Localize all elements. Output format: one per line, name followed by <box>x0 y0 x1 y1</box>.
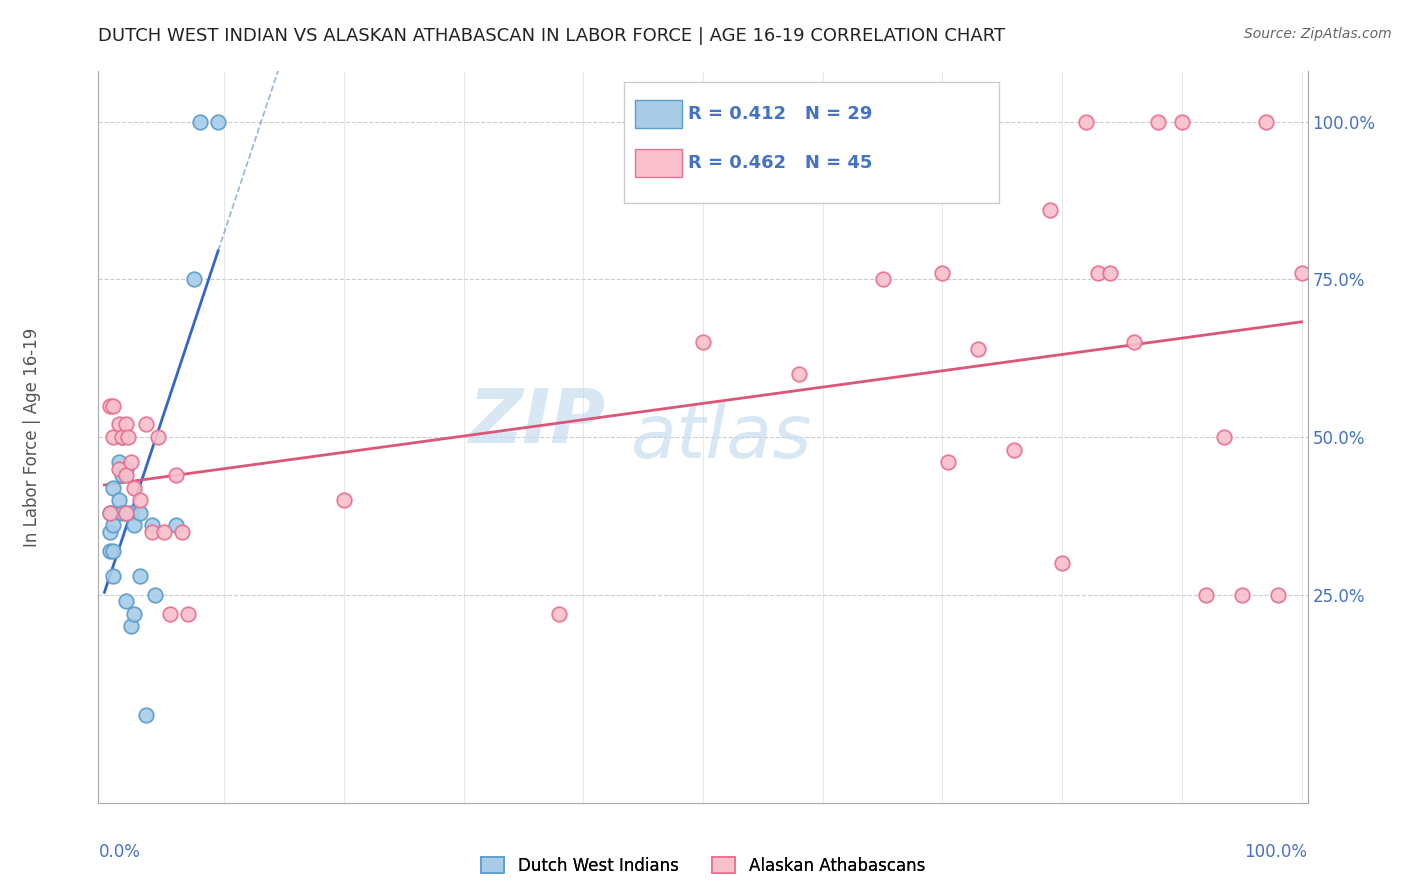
Point <box>115 461 138 475</box>
Point <box>1123 335 1146 350</box>
Point <box>165 467 187 482</box>
Point <box>129 493 152 508</box>
Point <box>120 619 142 633</box>
Text: R = 0.462   N = 45: R = 0.462 N = 45 <box>689 153 873 172</box>
Point <box>101 543 124 558</box>
Point <box>101 481 124 495</box>
Point <box>1212 430 1234 444</box>
Point <box>101 506 124 520</box>
Point <box>1230 588 1253 602</box>
Point <box>548 607 571 621</box>
Point <box>1291 266 1313 280</box>
Point <box>100 543 122 558</box>
Point <box>692 335 714 350</box>
Point <box>129 506 152 520</box>
Text: atlas: atlas <box>630 401 811 473</box>
Point <box>159 607 181 621</box>
Point <box>1195 588 1218 602</box>
Point <box>177 607 200 621</box>
Point <box>107 455 129 469</box>
Point <box>143 588 166 602</box>
Point <box>1171 115 1194 129</box>
Point <box>124 481 146 495</box>
Point <box>115 594 138 608</box>
Point <box>107 417 129 432</box>
Point <box>1050 556 1073 570</box>
Point <box>100 399 122 413</box>
Point <box>153 524 176 539</box>
Point <box>124 607 146 621</box>
Point <box>333 493 356 508</box>
Point <box>938 455 960 469</box>
Text: DUTCH WEST INDIAN VS ALASKAN ATHABASCAN IN LABOR FORCE | AGE 16-19 CORRELATION C: DUTCH WEST INDIAN VS ALASKAN ATHABASCAN … <box>98 27 1005 45</box>
Text: Source: ZipAtlas.com: Source: ZipAtlas.com <box>1244 27 1392 41</box>
Text: ZIP: ZIP <box>470 386 606 459</box>
Point <box>872 272 894 286</box>
Text: R = 0.412   N = 29: R = 0.412 N = 29 <box>689 104 873 123</box>
Point <box>115 467 138 482</box>
Point <box>1074 115 1097 129</box>
Point <box>100 506 122 520</box>
Point <box>183 272 205 286</box>
Point <box>115 417 138 432</box>
Point <box>967 342 990 356</box>
Point <box>100 506 122 520</box>
FancyBboxPatch shape <box>636 149 682 178</box>
Text: 100.0%: 100.0% <box>1244 843 1308 861</box>
Point <box>931 266 953 280</box>
Point <box>1087 266 1109 280</box>
Point <box>124 518 146 533</box>
Point <box>115 506 138 520</box>
Point <box>101 518 124 533</box>
Point <box>111 467 134 482</box>
Point <box>135 417 157 432</box>
Point <box>141 518 163 533</box>
Point <box>120 506 142 520</box>
Point <box>188 115 211 129</box>
Point <box>165 518 187 533</box>
Point <box>111 506 134 520</box>
Point <box>1099 266 1122 280</box>
Legend: Dutch West Indians, Alaskan Athabascans: Dutch West Indians, Alaskan Athabascans <box>481 857 925 875</box>
Point <box>1147 115 1170 129</box>
Point <box>107 461 129 475</box>
Point <box>1254 115 1277 129</box>
Text: In Labor Force | Age 16-19: In Labor Force | Age 16-19 <box>22 327 41 547</box>
FancyBboxPatch shape <box>624 82 1000 203</box>
Point <box>141 524 163 539</box>
Point <box>111 430 134 444</box>
Point <box>148 430 170 444</box>
Point <box>101 399 124 413</box>
Point <box>172 524 194 539</box>
Point <box>1267 588 1289 602</box>
Point <box>1039 203 1062 218</box>
Point <box>207 115 229 129</box>
Text: 0.0%: 0.0% <box>98 843 141 861</box>
Point <box>111 430 134 444</box>
Point <box>117 430 139 444</box>
Point <box>129 569 152 583</box>
Point <box>120 455 142 469</box>
Point <box>787 367 810 381</box>
Point <box>101 430 124 444</box>
Point <box>100 524 122 539</box>
FancyBboxPatch shape <box>636 100 682 128</box>
Point <box>115 506 138 520</box>
Point <box>107 493 129 508</box>
Point <box>101 569 124 583</box>
Point <box>135 707 157 722</box>
Point <box>1002 442 1025 457</box>
